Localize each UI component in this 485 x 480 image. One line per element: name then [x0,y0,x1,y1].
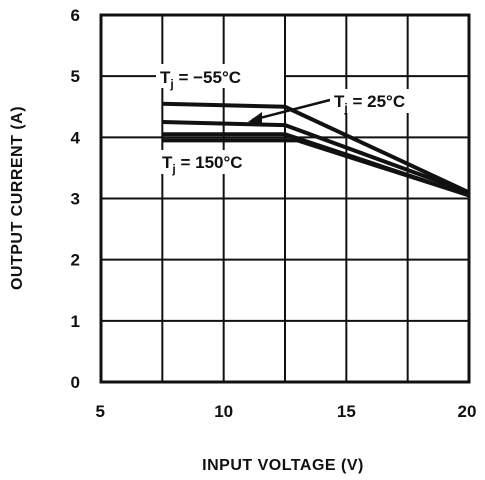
svg-text:Tj = 25°C: Tj = 25°C [334,92,405,115]
annotation-150: Tj = 150°C [158,150,268,176]
x-tick-label: 10 [214,402,233,421]
annotation-minus55-sub: j [169,77,173,91]
y-tick-label: 1 [71,312,80,331]
annotation-150-rest: = 150°C [176,153,243,172]
y-tick-label: 3 [71,190,80,209]
annotation-25-rest: = 25°C [348,92,405,111]
svg-text:Tj = 150°C: Tj = 150°C [162,153,243,176]
annotation-150-sub: j [171,162,175,176]
series-line-1 [162,120,470,195]
annotation-minus55: Tj = −55°C [156,64,284,91]
annotation-25: Tj = 25°C [330,89,420,115]
y-tick-label: 0 [71,373,80,392]
series-lines [162,101,470,198]
x-tick-label: 20 [458,402,477,421]
leader-arrow-25c [248,112,262,124]
y-tick-label: 5 [71,67,80,86]
annotation-minus55-base: T [160,68,171,87]
annotation-minus55-rest: = −55°C [174,68,241,87]
svg-text:Tj = −55°C: Tj = −55°C [160,68,241,91]
y-tick-label: 6 [71,6,80,25]
y-tick-label: 4 [71,128,81,147]
series-line-0 [162,101,470,195]
series-line-3 [162,138,470,198]
tick-labels: 5 10 15 20 0 1 2 3 4 5 6 [71,6,477,421]
plot-frame [99,13,471,384]
annotation-25-base: T [334,92,345,111]
x-tick-label: 5 [96,402,105,421]
y-axis-label: OUTPUT CURRENT (A) [9,106,26,290]
x-axis-label: INPUT VOLTAGE (V) [202,457,364,474]
y-tick-label: 2 [71,251,80,270]
leader-line-25c [251,98,331,122]
annotation-25-sub: j [343,101,347,115]
annotation-150-base: T [162,153,173,172]
x-tick-label: 15 [337,402,356,421]
